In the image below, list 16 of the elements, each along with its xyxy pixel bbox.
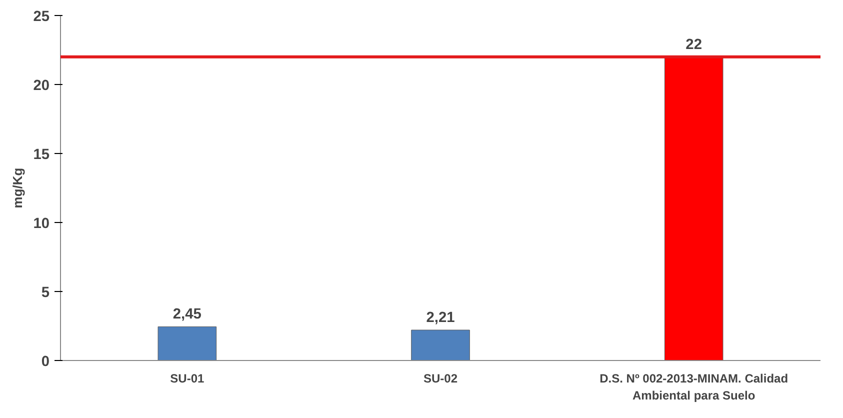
- x-tick-label: SU-01: [170, 372, 204, 386]
- y-axis-title: mg/Kg: [10, 168, 26, 208]
- data-label: 2,45: [172, 306, 202, 323]
- y-tick-label: 15: [33, 147, 50, 163]
- x-tick-label: SU-02: [423, 372, 458, 386]
- y-tick-label: 5: [41, 285, 50, 301]
- y-tick-label: 25: [33, 9, 50, 25]
- y-tick-label: 10: [33, 216, 50, 232]
- bar: [158, 326, 217, 360]
- bar: [411, 330, 470, 360]
- data-label: 2,21: [426, 310, 455, 326]
- bar: [664, 56, 724, 360]
- y-tick-label: 0: [41, 354, 50, 370]
- data-label: 22: [686, 36, 702, 53]
- x-tick-label: D.S. Nº 002-2013-MINAM. Calidad Ambiental para Suelo: [600, 372, 788, 402]
- y-tick-label: 20: [33, 78, 50, 94]
